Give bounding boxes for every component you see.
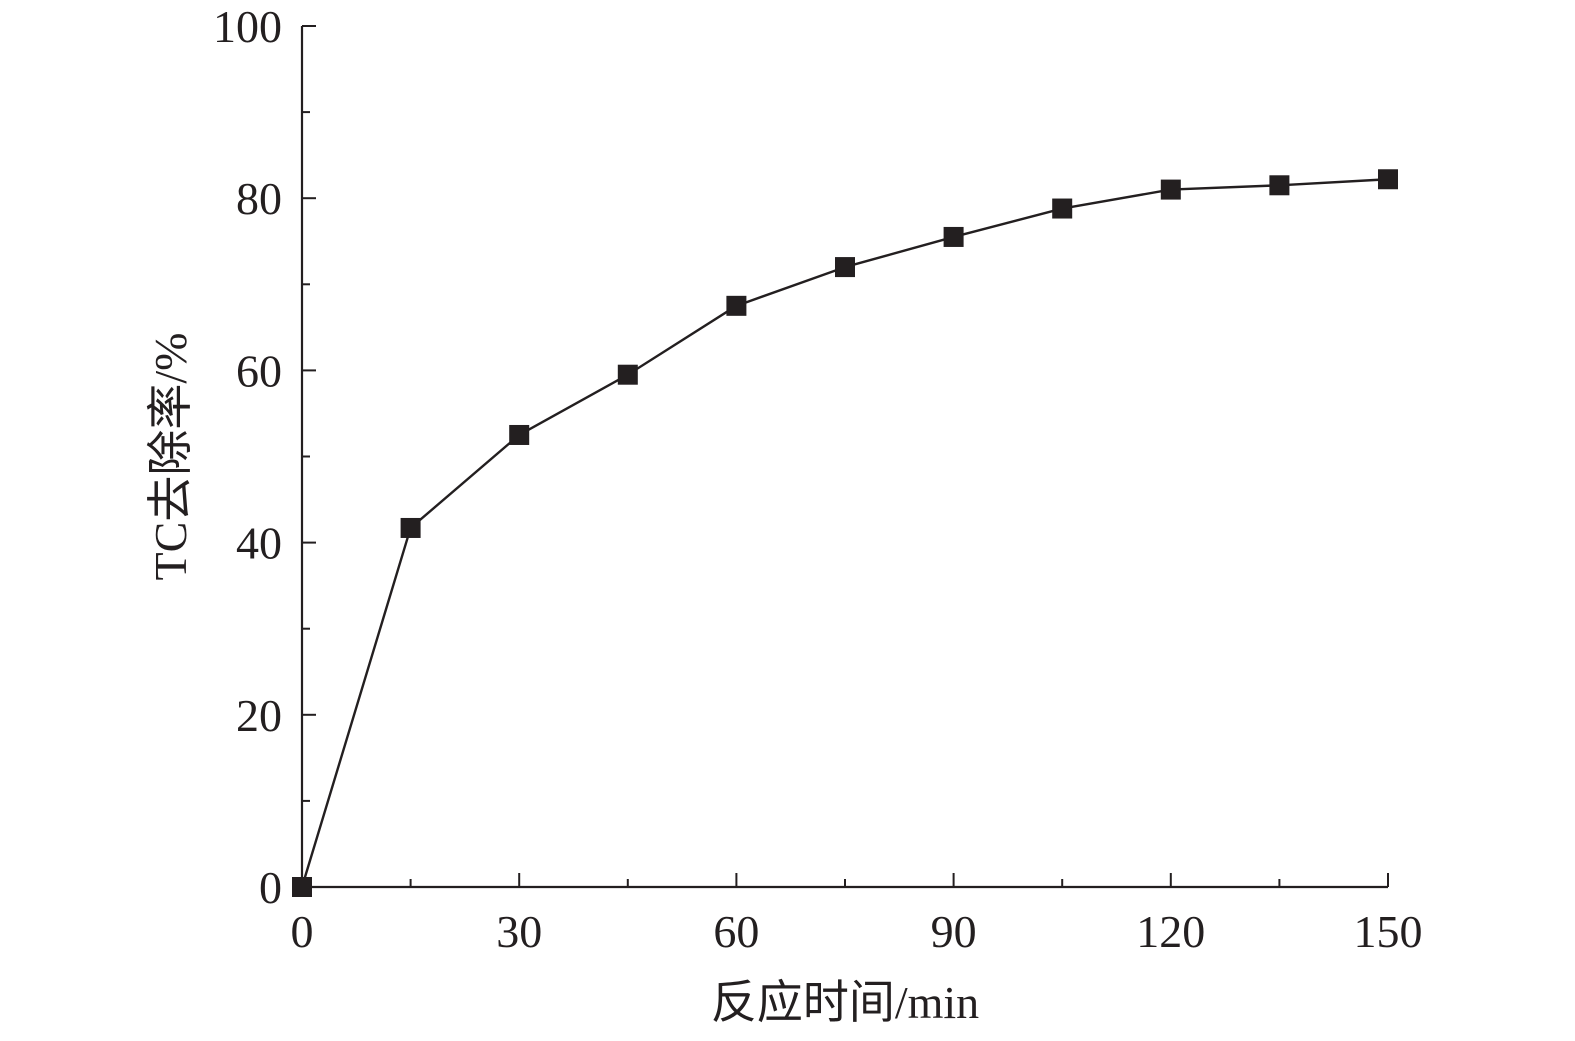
y-tick-label: 40 bbox=[236, 518, 282, 569]
x-tick-label: 0 bbox=[291, 906, 314, 957]
data-point-marker bbox=[1160, 179, 1181, 200]
axes bbox=[300, 26, 1388, 889]
data-point-marker bbox=[509, 424, 530, 445]
x-tick-label: 90 bbox=[931, 906, 977, 957]
data-point-marker bbox=[1378, 169, 1398, 190]
data-point-marker bbox=[835, 257, 855, 278]
data-point-marker bbox=[726, 295, 747, 316]
series-line bbox=[300, 178, 1389, 888]
data-point-marker bbox=[292, 877, 312, 897]
x-tick-label: 60 bbox=[713, 906, 759, 957]
y-axis-title: TC去除率/% bbox=[145, 333, 196, 581]
x-tick-label: 120 bbox=[1136, 906, 1205, 957]
x-tick-label: 150 bbox=[1354, 906, 1423, 957]
data-point-marker bbox=[617, 364, 638, 385]
y-tick-label: 80 bbox=[236, 173, 282, 224]
series-layer bbox=[292, 169, 1398, 897]
y-tick-label: 60 bbox=[236, 345, 282, 396]
data-point-marker bbox=[1269, 175, 1290, 196]
y-tick-label: 20 bbox=[236, 690, 282, 741]
data-point-marker bbox=[1052, 198, 1073, 219]
data-point-marker bbox=[943, 226, 964, 247]
data-point-marker bbox=[400, 517, 421, 538]
y-tick-label: 0 bbox=[259, 862, 282, 913]
labels: 反应时间/min TC去除率/% bbox=[145, 333, 979, 1028]
x-axis-title: 反应时间/min bbox=[711, 977, 979, 1028]
x-tick-label: 30 bbox=[496, 906, 542, 957]
ticks: 0 30 60 90 120 150 0 20 40 60 80 100 bbox=[213, 1, 1423, 957]
y-tick-label: 100 bbox=[213, 1, 282, 52]
